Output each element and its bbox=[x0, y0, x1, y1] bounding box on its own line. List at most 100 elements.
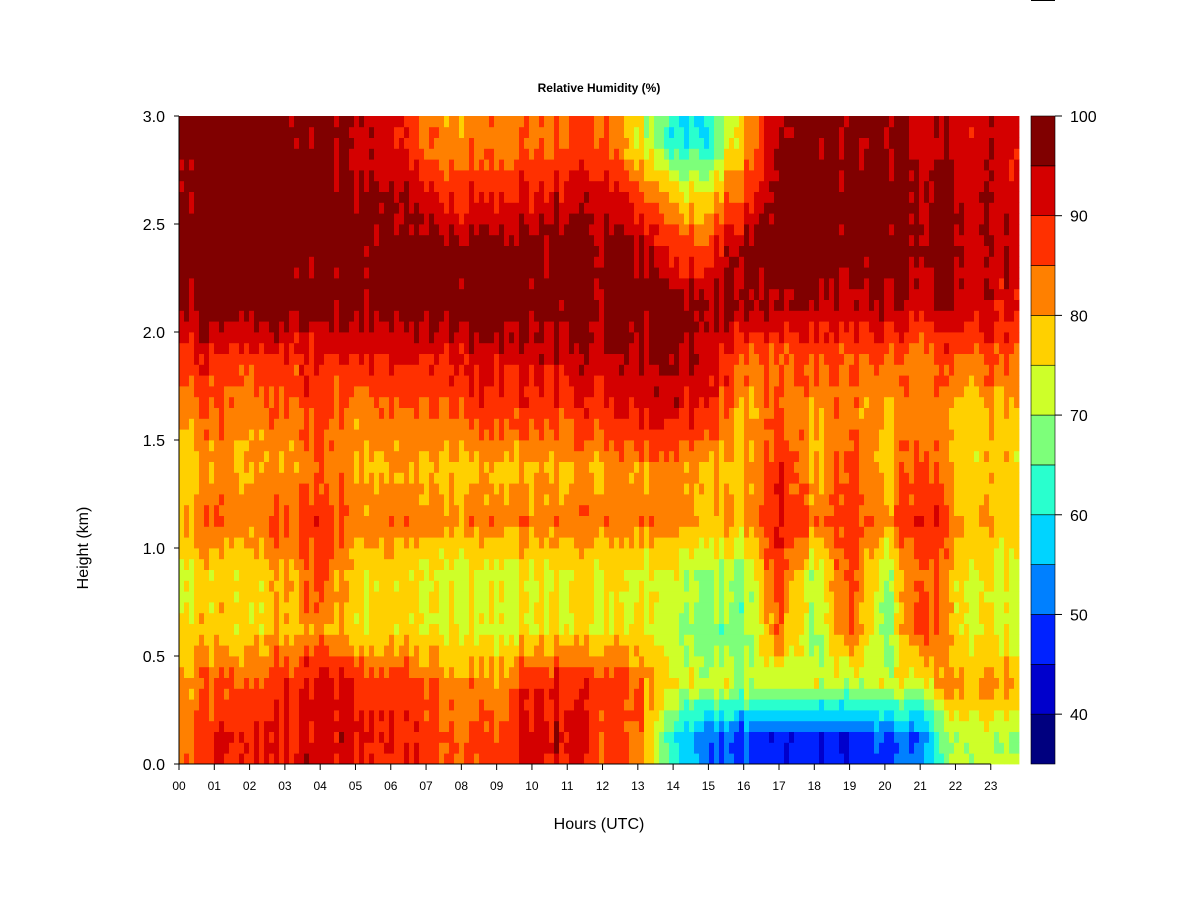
heatmap-cell bbox=[204, 569, 210, 581]
heatmap-cell bbox=[474, 429, 480, 441]
heatmap-cell bbox=[459, 699, 465, 711]
heatmap-cell bbox=[459, 515, 465, 527]
heatmap-cell bbox=[419, 645, 425, 657]
heatmap-cell bbox=[489, 245, 495, 257]
heatmap-cell bbox=[204, 548, 210, 560]
heatmap-cell bbox=[249, 548, 255, 560]
heatmap-cell bbox=[579, 558, 585, 570]
heatmap-cell bbox=[504, 224, 510, 236]
heatmap-cell bbox=[489, 267, 495, 279]
heatmap-cell bbox=[384, 688, 390, 700]
heatmap-cell bbox=[284, 612, 290, 624]
heatmap-cell bbox=[384, 386, 390, 398]
heatmap-cell bbox=[244, 278, 250, 290]
heatmap-cell bbox=[239, 623, 245, 635]
heatmap-cell bbox=[549, 137, 555, 149]
heatmap-cell bbox=[574, 137, 580, 149]
heatmap-cell bbox=[179, 148, 185, 160]
heatmap-cell bbox=[339, 731, 345, 743]
heatmap-cell bbox=[369, 386, 375, 398]
heatmap-cell bbox=[534, 612, 540, 624]
heatmap-cell bbox=[459, 321, 465, 333]
heatmap-cell bbox=[399, 418, 405, 430]
heatmap-cell bbox=[284, 202, 290, 214]
heatmap-cell bbox=[429, 375, 435, 387]
heatmap-cell bbox=[449, 612, 455, 624]
heatmap-cell bbox=[239, 537, 245, 549]
heatmap-cell bbox=[489, 548, 495, 560]
heatmap-cell bbox=[359, 353, 365, 365]
heatmap-cell bbox=[279, 418, 285, 430]
heatmap-cell bbox=[229, 526, 235, 538]
heatmap-cell bbox=[504, 159, 510, 171]
heatmap-cell bbox=[349, 645, 355, 657]
heatmap-cell bbox=[539, 278, 545, 290]
heatmap-cell bbox=[449, 116, 455, 128]
heatmap-cell bbox=[564, 245, 570, 257]
heatmap-cell bbox=[554, 634, 560, 646]
heatmap-cell bbox=[239, 159, 245, 171]
heatmap-cell bbox=[374, 526, 380, 538]
heatmap-cell bbox=[279, 634, 285, 646]
heatmap-cell bbox=[529, 137, 535, 149]
heatmap-cell bbox=[404, 569, 410, 581]
heatmap-cell bbox=[344, 137, 350, 149]
heatmap-cell bbox=[354, 148, 360, 160]
heatmap-cell bbox=[454, 720, 460, 732]
heatmap-cell bbox=[344, 710, 350, 722]
heatmap-cell bbox=[284, 634, 290, 646]
heatmap-cell bbox=[339, 202, 345, 214]
heatmap-cell bbox=[404, 310, 410, 322]
heatmap-cell bbox=[469, 245, 475, 257]
heatmap-cell bbox=[514, 710, 520, 722]
heatmap-cell bbox=[434, 191, 440, 203]
heatmap-cell bbox=[439, 386, 445, 398]
heatmap-cell bbox=[409, 645, 415, 657]
heatmap-cell bbox=[204, 612, 210, 624]
heatmap-cell bbox=[249, 245, 255, 257]
heatmap-cell bbox=[554, 677, 560, 689]
heatmap-cell bbox=[319, 515, 325, 527]
heatmap-cell bbox=[474, 418, 480, 430]
heatmap-cell bbox=[584, 602, 590, 614]
heatmap-cell bbox=[544, 504, 550, 516]
heatmap-cell bbox=[514, 202, 520, 214]
heatmap-cell bbox=[574, 591, 580, 603]
heatmap-cell bbox=[224, 720, 230, 732]
heatmap-cell bbox=[319, 710, 325, 722]
heatmap-cell bbox=[424, 126, 430, 138]
heatmap-cell bbox=[464, 202, 470, 214]
heatmap-cell bbox=[489, 742, 495, 754]
heatmap-cell bbox=[449, 580, 455, 592]
heatmap-cell bbox=[264, 310, 270, 322]
heatmap-cell bbox=[214, 321, 220, 333]
heatmap-cell bbox=[369, 159, 375, 171]
heatmap-cell bbox=[579, 731, 585, 743]
heatmap-cell bbox=[439, 504, 445, 516]
heatmap-cell bbox=[379, 364, 385, 376]
heatmap-cell bbox=[269, 515, 275, 527]
heatmap-cell bbox=[279, 310, 285, 322]
heatmap-cell bbox=[334, 677, 340, 689]
heatmap-cell bbox=[264, 267, 270, 279]
heatmap-cell bbox=[224, 569, 230, 581]
heatmap-cell bbox=[564, 753, 570, 765]
heatmap-cell bbox=[474, 494, 480, 506]
heatmap-cell bbox=[294, 461, 300, 473]
heatmap-cell bbox=[579, 191, 585, 203]
heatmap-cell bbox=[369, 494, 375, 506]
heatmap-cell bbox=[459, 224, 465, 236]
heatmap-cell bbox=[249, 321, 255, 333]
heatmap-cell bbox=[409, 742, 415, 754]
heatmap-cell bbox=[199, 288, 205, 300]
heatmap-cell bbox=[344, 288, 350, 300]
heatmap-cell bbox=[539, 472, 545, 484]
heatmap-cell bbox=[464, 148, 470, 160]
heatmap-cell bbox=[354, 450, 360, 462]
heatmap-cell bbox=[384, 332, 390, 344]
heatmap-cell bbox=[544, 234, 550, 246]
heatmap-cell bbox=[349, 213, 355, 225]
heatmap-cell bbox=[209, 656, 215, 668]
heatmap-cell bbox=[199, 407, 205, 419]
heatmap-cell bbox=[359, 612, 365, 624]
